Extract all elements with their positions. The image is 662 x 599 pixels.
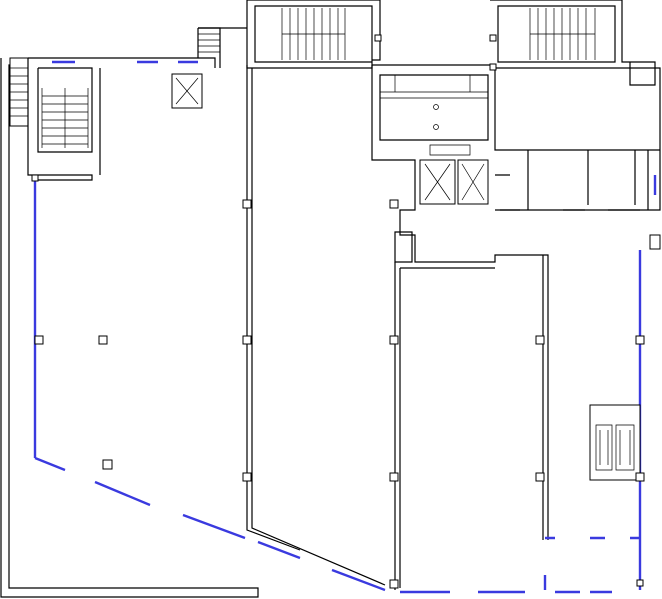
elevator-x [175, 77, 199, 105]
fixture [433, 124, 439, 130]
core-detail [380, 75, 488, 156]
plan-shape [281, 8, 346, 60]
plan-shape [489, 63, 497, 71]
column [649, 234, 661, 250]
plan-shape [636, 579, 644, 587]
stair-treads [529, 8, 596, 60]
plan-shape [635, 335, 645, 345]
plan-shape [535, 472, 545, 482]
plan-shape [102, 459, 113, 470]
outer-wall [0, 58, 259, 598]
wall [394, 231, 413, 263]
plan-shape [389, 472, 399, 482]
plan-shape [389, 579, 399, 589]
fixture [433, 104, 439, 110]
columns [31, 34, 645, 589]
curtain-wall [33, 180, 386, 592]
stair-treads [10, 67, 28, 117]
plan-shape [529, 8, 596, 60]
elevator-x [424, 163, 485, 201]
stair-treads [198, 33, 220, 53]
plan-shape [535, 335, 545, 345]
core [371, 64, 661, 540]
wall [198, 27, 386, 586]
plan-shape [374, 34, 382, 42]
plan-shape [31, 174, 39, 182]
window [400, 536, 640, 594]
plan-shape [489, 34, 497, 42]
elevator [419, 159, 456, 205]
plan-shape [41, 88, 89, 148]
plan-shape [242, 335, 252, 345]
stair-treads [41, 88, 89, 148]
stair-core-wall [27, 57, 216, 181]
stair-block [246, 0, 381, 69]
plan-shape [34, 335, 44, 345]
plan-shape [635, 472, 645, 482]
plan-shape [242, 199, 252, 209]
plan-shape [10, 67, 28, 117]
escalator [595, 424, 635, 471]
plan-shape [242, 472, 252, 482]
plan-shape [389, 335, 399, 345]
stair-block [490, 0, 656, 86]
plan-shape [98, 335, 108, 345]
stair-treads [281, 8, 346, 60]
escalator-box [589, 404, 641, 481]
plan-shape [389, 199, 399, 209]
wall [394, 255, 544, 590]
room-walls [495, 150, 649, 211]
plan-shape [198, 33, 220, 53]
